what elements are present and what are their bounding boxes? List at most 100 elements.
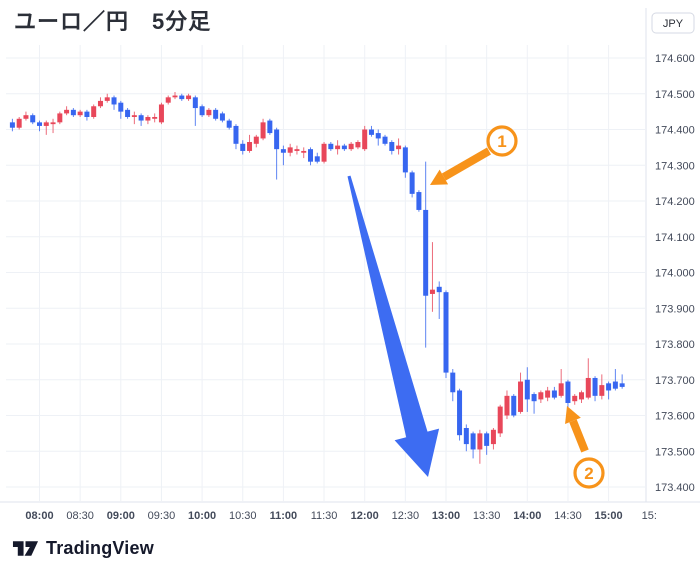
candle-body bbox=[396, 145, 402, 150]
time-tick-label: 11:30 bbox=[311, 510, 338, 522]
candle-body bbox=[274, 129, 280, 150]
candle bbox=[23, 111, 29, 121]
candle bbox=[585, 358, 591, 400]
candle bbox=[9, 118, 15, 132]
candle-body bbox=[402, 147, 408, 173]
candle-body bbox=[104, 97, 110, 101]
candle-body bbox=[362, 129, 368, 150]
price-tick-label: 174.300 bbox=[655, 160, 695, 172]
candle-body bbox=[77, 111, 83, 116]
candle-body bbox=[375, 133, 381, 139]
time-tick-label: 10:00 bbox=[188, 510, 216, 522]
candle-body bbox=[389, 142, 395, 151]
candle-body bbox=[470, 433, 476, 450]
candle-body bbox=[592, 377, 598, 396]
candle-body bbox=[308, 149, 313, 162]
candle bbox=[206, 108, 212, 117]
candle bbox=[362, 125, 368, 151]
candle-body bbox=[57, 113, 63, 123]
candle-body bbox=[125, 109, 131, 117]
candle bbox=[524, 367, 530, 412]
candle bbox=[348, 142, 354, 151]
candle bbox=[538, 390, 544, 403]
trend-down-arrow bbox=[347, 175, 440, 477]
candle bbox=[97, 97, 103, 109]
time-tick-label: 09:30 bbox=[148, 510, 176, 522]
candle-body bbox=[199, 106, 205, 116]
candle bbox=[30, 113, 36, 125]
price-tick-label: 173.400 bbox=[655, 482, 695, 494]
candle bbox=[192, 95, 198, 126]
time-tick-label: 14:30 bbox=[554, 510, 582, 522]
currency-badge: JPY bbox=[651, 12, 695, 34]
candle bbox=[341, 143, 347, 151]
candle bbox=[260, 118, 266, 141]
candle-body bbox=[606, 383, 612, 391]
candle bbox=[287, 143, 293, 157]
candle-body bbox=[158, 104, 164, 123]
candle bbox=[131, 111, 137, 125]
price-tick-label: 174.000 bbox=[655, 268, 695, 280]
candle-body bbox=[328, 143, 334, 150]
tradingview-logo: TradingView bbox=[12, 537, 154, 559]
candle bbox=[179, 93, 185, 101]
candle bbox=[545, 386, 551, 402]
candle bbox=[64, 106, 70, 116]
candle-body bbox=[409, 172, 415, 194]
candle-body bbox=[23, 115, 29, 119]
candle-body bbox=[443, 292, 449, 373]
candle bbox=[612, 369, 618, 391]
candle-body bbox=[355, 142, 361, 148]
candle bbox=[70, 108, 76, 117]
candle bbox=[165, 95, 171, 105]
candle-body bbox=[558, 383, 564, 396]
candle bbox=[416, 190, 422, 212]
candle bbox=[396, 138, 402, 155]
candle-body bbox=[511, 395, 517, 416]
candle bbox=[457, 388, 463, 441]
candle bbox=[518, 372, 524, 414]
candle bbox=[504, 390, 510, 420]
candle bbox=[186, 93, 192, 101]
candle bbox=[274, 127, 280, 180]
candle bbox=[314, 152, 320, 164]
candle-body bbox=[457, 390, 463, 436]
candle-body bbox=[450, 372, 456, 393]
candle bbox=[368, 125, 374, 137]
candle-body bbox=[186, 95, 192, 100]
candle-body bbox=[260, 122, 266, 139]
candle bbox=[226, 118, 232, 130]
page-title: ユーロ／円 5分足 bbox=[14, 9, 212, 34]
candle-body bbox=[280, 149, 286, 153]
candle bbox=[592, 376, 598, 402]
candle-body bbox=[64, 109, 70, 114]
candle-body bbox=[97, 100, 103, 107]
candle-body bbox=[524, 379, 530, 400]
candle-body bbox=[37, 122, 42, 126]
price-tick-label: 173.900 bbox=[655, 303, 695, 315]
candle-body bbox=[497, 406, 503, 434]
candle bbox=[579, 390, 584, 403]
candle bbox=[463, 424, 469, 452]
candle bbox=[253, 134, 259, 148]
candle bbox=[280, 145, 286, 166]
candle-body bbox=[538, 392, 544, 400]
candle-body bbox=[335, 145, 341, 150]
candle-body bbox=[504, 395, 510, 416]
candle bbox=[172, 91, 178, 100]
price-tick-label: 174.100 bbox=[655, 232, 695, 244]
annotation-2-arrow-head bbox=[565, 406, 581, 425]
candle-body bbox=[9, 122, 15, 128]
tradingview-logo-icon bbox=[12, 541, 39, 556]
time-tick-label: 15:00 bbox=[595, 510, 623, 522]
candle-body bbox=[145, 116, 151, 121]
candle bbox=[91, 104, 97, 119]
candle-body bbox=[206, 109, 212, 116]
price-tick-label: 173.500 bbox=[655, 446, 695, 458]
candle-body bbox=[463, 428, 469, 445]
candle bbox=[558, 369, 564, 398]
candle bbox=[118, 100, 124, 119]
candle-body bbox=[172, 95, 178, 98]
